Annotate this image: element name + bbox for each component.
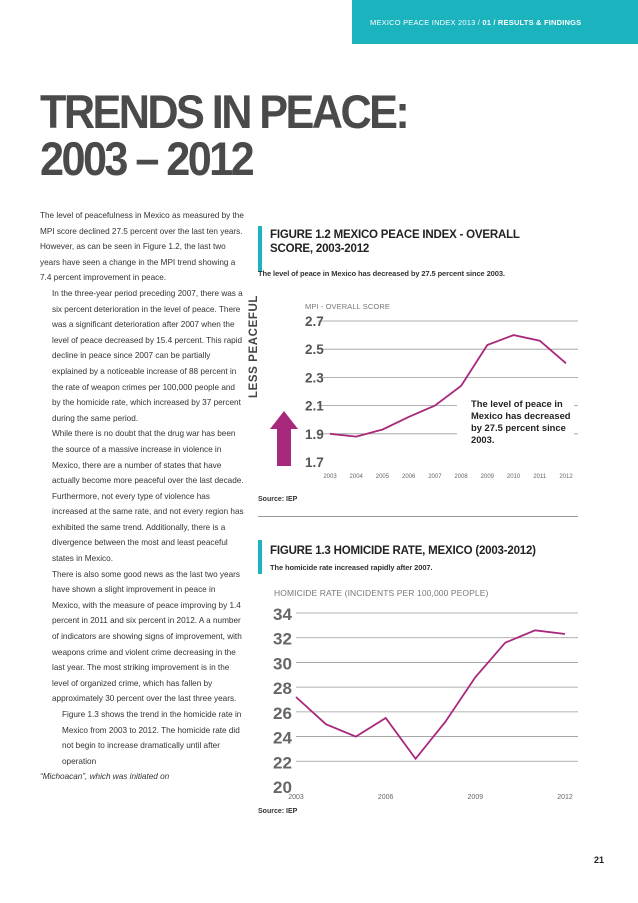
y-tick-label: 20 (273, 778, 292, 797)
figure-1-2-callout: The level of peace in Mexico has decreas… (457, 390, 574, 457)
x-tick-label: 2005 (376, 474, 390, 480)
y-tick-label: 2.1 (305, 399, 324, 414)
y-tick-label: 2.5 (305, 342, 324, 357)
figure-1-2-accent-bar (258, 226, 262, 272)
x-tick-label: 2006 (402, 474, 416, 480)
chart-1-3: 20 22 24 26 28 30 32 34 2003 2006 2009 2012 (273, 605, 578, 801)
figure-1-3-number: FIGURE 1.3 (270, 545, 331, 557)
x-tick-label: 2008 (454, 474, 468, 480)
page-title: TRENDS IN PEACE: 2003 – 2012 (40, 85, 410, 185)
figure-1-2-number: FIGURE 1.2 (270, 229, 331, 241)
x-tick-label: 2012 (559, 474, 573, 480)
paragraph-2: In the three-year period preceding 2007,… (52, 288, 243, 423)
figure-1-3-title-text: HOMICIDE RATE, MEXICO (2003-2012) (330, 545, 536, 557)
mpi-series-line (329, 334, 567, 438)
chart-1-2: 1.7 1.9 2.1 2.3 2.5 2.7 2003 2004 2005 2006 2007 20… (305, 314, 578, 480)
arrow-up-icon (270, 411, 298, 466)
figure-1-3-source: Source: IEP (258, 808, 298, 815)
figure-1-2-source: Source: IEP (258, 496, 298, 503)
homicide-series-line (295, 629, 566, 761)
y-tick-label: 2.3 (305, 370, 324, 385)
figure-1-3-title: FIGURE 1.3 HOMICIDE RATE, MEXICO (2003-2… (270, 545, 536, 559)
paragraph-5: Figure 1.3 shows the trend in the homici… (62, 710, 242, 766)
header-prefix: MEXICO PEACE INDEX 2013 / (370, 18, 483, 27)
x-tick-label: 2009 (468, 794, 484, 801)
x-tick-label: 2009 (481, 474, 495, 480)
header-bar: MEXICO PEACE INDEX 2013 / 01 / RESULTS &… (352, 0, 638, 44)
running-header: MEXICO PEACE INDEX 2013 / 01 / RESULTS &… (370, 18, 581, 27)
figure-1-3-y-axis-title: HOMICIDE RATE (INCIDENTS PER 100,000 PEO… (274, 588, 489, 598)
y-tick-label: 22 (273, 753, 292, 772)
paragraph-3: While there is no doubt that the drug wa… (52, 429, 244, 564)
page-number: 21 (594, 855, 605, 865)
y-tick-label: 28 (273, 679, 292, 698)
figure-1-2-y-axis-title: MPI - OVERALL SCORE (305, 302, 390, 311)
x-tick-label: 2007 (428, 474, 442, 480)
x-tick-label: 2012 (557, 794, 573, 801)
title-line-1: TRENDS IN PEACE: (40, 85, 410, 138)
y-tick-label: 2.7 (305, 314, 324, 329)
x-tick-label: 2003 (323, 474, 337, 480)
x-tick-label: 2004 (350, 474, 364, 480)
y-tick-label: 30 (273, 654, 292, 673)
x-tick-label: 2003 (288, 794, 304, 801)
x-tick-label: 2011 (533, 474, 547, 480)
y-tick-label: 34 (273, 605, 292, 624)
header-section: 01 / RESULTS & FINDINGS (482, 18, 582, 27)
y-tick-label: 26 (273, 704, 292, 723)
paragraph-6-text: “Michoacan”, which was initiated on (40, 772, 170, 782)
y-tick-label: 24 (273, 729, 292, 748)
figure-1-2-subtitle: The level of peace in Mexico has decreas… (258, 269, 505, 278)
paragraph-6: “Michoacan”, which was initiated on (40, 769, 245, 785)
x-tick-label: 2010 (507, 474, 521, 480)
x-tick-label: 2006 (378, 794, 394, 801)
paragraph-4: There is also some good news as the last… (52, 569, 242, 704)
y-tick-label: 1.7 (305, 455, 324, 470)
figure-1-2-title-text: MEXICO PEACE INDEX - OVERALL SCORE, 2003… (270, 229, 520, 255)
paragraph-1: The level of peacefulness in Mexico as m… (40, 211, 244, 283)
title-line-2: 2003 – 2012 (40, 132, 255, 185)
figure-separator (258, 516, 578, 517)
y-tick-label: 32 (273, 630, 292, 649)
figure-1-3-subtitle: The homicide rate increased rapidly afte… (270, 563, 433, 572)
y-tick-label: 1.9 (305, 427, 324, 442)
body-text: The level of peacefulness in Mexico as m… (40, 208, 245, 785)
figure-1-2-title: FIGURE 1.2 MEXICO PEACE INDEX - OVERALL … (270, 229, 560, 256)
figure-1-3-accent-bar (258, 540, 262, 574)
